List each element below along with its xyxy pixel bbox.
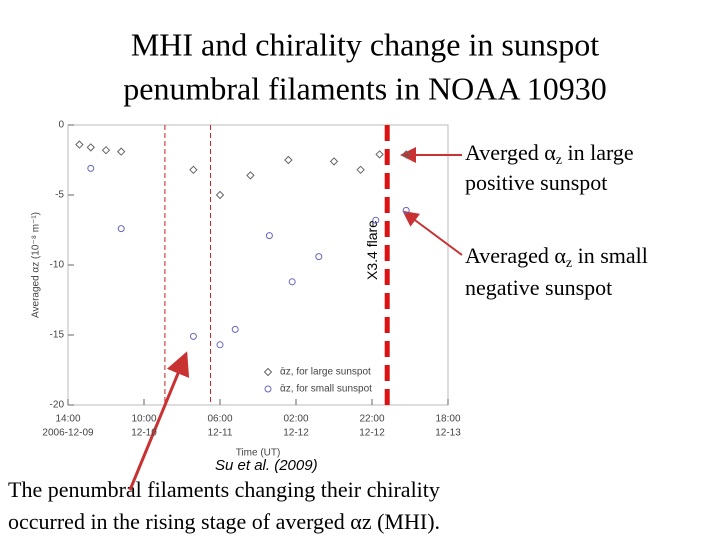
annotation: negative sunspot bbox=[465, 275, 612, 300]
point bbox=[189, 165, 198, 175]
plot-frame bbox=[67, 124, 449, 406]
event-label: X3.4 flare bbox=[364, 220, 380, 280]
legend-label: ᾱz, for large sunspot bbox=[280, 367, 371, 378]
x-tick-label: 02:00 bbox=[283, 414, 308, 425]
point bbox=[189, 332, 197, 340]
x-tick-label: 14:00 bbox=[55, 414, 80, 425]
y-tick-label: -20 bbox=[50, 400, 65, 411]
point bbox=[117, 225, 125, 233]
credit: Su et al. (2009) bbox=[215, 457, 318, 474]
y-tick-label: -15 bbox=[50, 330, 65, 341]
y-axis-label: Averaged αz (10⁻⁸ m⁻¹) bbox=[31, 212, 42, 318]
y-tick-label: -10 bbox=[50, 260, 65, 271]
point bbox=[315, 253, 323, 261]
point bbox=[116, 147, 126, 156]
footer-line: occurred in the rising stage of averged … bbox=[8, 509, 440, 534]
annotation: Averged αz in large bbox=[465, 140, 634, 168]
point bbox=[86, 143, 96, 152]
x-tick-sublabel: 2006-12-09 bbox=[42, 428, 94, 439]
arrow bbox=[402, 210, 463, 256]
title-line: MHI and chirality change in sunspot bbox=[131, 26, 599, 62]
point bbox=[375, 150, 384, 159]
point bbox=[372, 216, 380, 224]
legend-marker bbox=[264, 385, 272, 393]
annotation: Averaged αz in small bbox=[465, 243, 648, 271]
point bbox=[87, 164, 95, 172]
x-axis-label: Time (UT) bbox=[236, 448, 281, 459]
point bbox=[401, 150, 411, 159]
point bbox=[265, 232, 273, 240]
x-tick-sublabel: 12-12 bbox=[283, 428, 309, 439]
x-tick-label: 22:00 bbox=[359, 414, 384, 425]
x-tick-label: 06:00 bbox=[207, 414, 232, 425]
point bbox=[329, 157, 339, 166]
point bbox=[216, 341, 224, 349]
x-tick-sublabel: 12-13 bbox=[435, 428, 461, 439]
title-line: penumbral filaments in NOAA 10930 bbox=[123, 70, 606, 106]
x-tick-label: 10:00 bbox=[131, 414, 156, 425]
x-tick-sublabel: 12-12 bbox=[359, 428, 385, 439]
x-tick-sublabel: 12-10 bbox=[131, 428, 157, 439]
y-tick-label: -5 bbox=[55, 190, 64, 201]
footer-line: The penumbral filaments changing their c… bbox=[8, 477, 440, 502]
point bbox=[246, 171, 255, 180]
x-tick-sublabel: 12-11 bbox=[208, 428, 233, 439]
point bbox=[215, 190, 225, 200]
arrow bbox=[128, 351, 190, 491]
point bbox=[75, 140, 84, 149]
point bbox=[288, 278, 296, 286]
point bbox=[101, 145, 111, 155]
legend-marker bbox=[263, 367, 273, 377]
point bbox=[231, 325, 239, 333]
x-tick-label: 18:00 bbox=[435, 414, 460, 425]
point bbox=[356, 165, 365, 175]
point bbox=[284, 155, 293, 165]
legend-label: ᾱz, for small sunspot bbox=[280, 384, 372, 395]
y-tick-label: 0 bbox=[58, 120, 64, 131]
point bbox=[402, 206, 410, 214]
annotation: positive sunspot bbox=[465, 170, 607, 195]
